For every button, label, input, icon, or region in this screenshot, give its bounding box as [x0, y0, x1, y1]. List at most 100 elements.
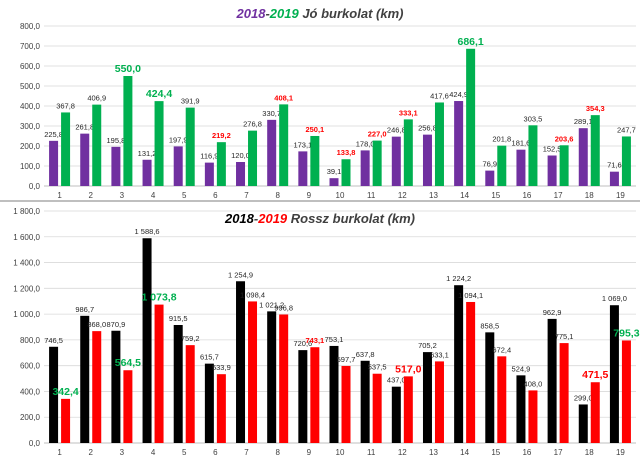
data-label: 686,1: [457, 36, 483, 48]
data-label: 195,8: [107, 136, 126, 145]
bar-series-1: [609, 305, 619, 443]
chart-panel-bad-roads: 2018-2019 Rossz burkolat (km) 0,0 200,0 400…: [0, 203, 640, 466]
data-label: 424,9: [449, 90, 468, 99]
data-label: 517,0: [395, 363, 421, 375]
y-tick-label: 800,0: [20, 336, 41, 345]
data-label: 181,6: [512, 139, 531, 148]
y-tick-label: 1 400,0: [13, 259, 40, 268]
bar-series-2: [559, 145, 569, 186]
data-label: 120,0: [231, 151, 250, 160]
x-tick-label: 5: [182, 448, 187, 457]
y-tick-label: 1 800,0: [13, 207, 40, 216]
bar-series-1: [578, 128, 588, 186]
y-tick-label: 300,0: [20, 122, 41, 131]
data-label: 870,9: [107, 320, 126, 329]
data-label: 256,8: [418, 124, 437, 133]
data-label: 1 224,2: [446, 274, 471, 283]
bar-series-2: [279, 104, 289, 186]
chart-title-part: 2019: [257, 211, 288, 226]
chart-title-part: -: [265, 6, 269, 21]
x-tick-label: 11: [367, 448, 376, 457]
y-tick-label: 0,0: [29, 439, 41, 448]
y-tick-label: 200,0: [20, 142, 41, 151]
data-label: 672,4: [492, 345, 511, 354]
data-label: 550,0: [115, 63, 141, 75]
data-label: 868,0: [87, 320, 106, 329]
data-label: 39,1: [327, 167, 342, 176]
x-tick-label: 16: [522, 191, 531, 200]
data-label: 1 073,8: [142, 292, 177, 304]
bar-series-2: [216, 142, 226, 186]
bar-series-1: [298, 151, 308, 186]
bar-series-1: [173, 146, 183, 186]
bar-series-1: [80, 133, 90, 186]
y-tick-label: 600,0: [20, 362, 41, 371]
data-label: 986,7: [75, 305, 94, 314]
y-tick-label: 1 600,0: [13, 233, 40, 242]
y-tick-label: 800,0: [20, 22, 41, 31]
bar-series-2: [621, 136, 631, 186]
data-label: 246,8: [387, 126, 406, 135]
data-label: 471,5: [582, 369, 608, 381]
bar-series-1: [547, 318, 557, 443]
data-label: 962,9: [543, 308, 562, 317]
bar-series-1: [236, 162, 246, 186]
data-label: 342,4: [52, 386, 78, 398]
bar-series-1: [142, 159, 152, 186]
data-label: 289,1: [574, 117, 593, 126]
bar-series-2: [621, 340, 631, 443]
y-tick-label: 100,0: [20, 162, 41, 171]
data-label: 524,9: [512, 364, 531, 373]
data-label: 417,6: [430, 91, 449, 100]
x-tick-label: 11: [367, 191, 376, 200]
bar-series-1: [298, 350, 308, 443]
x-tick-label: 10: [336, 448, 345, 457]
bar-series-1: [329, 178, 339, 186]
chart-title-part: -: [254, 211, 258, 226]
data-label: 564,5: [115, 357, 141, 369]
data-label: 1 069,0: [602, 294, 627, 303]
x-tick-label: 3: [120, 448, 125, 457]
x-tick-label: 7: [244, 191, 249, 200]
data-label: 227,0: [368, 130, 387, 139]
data-label: 533,9: [212, 363, 231, 372]
bar-series-1: [49, 346, 59, 443]
data-label: 131,2: [138, 149, 157, 158]
bar-series-2: [497, 356, 507, 443]
data-label: 720,6: [293, 339, 312, 348]
data-label: 133,8: [337, 148, 356, 157]
data-label: 203,6: [555, 134, 574, 143]
x-tick-label: 7: [244, 448, 249, 457]
bar-series-2: [92, 331, 102, 443]
bar-series-2: [497, 145, 507, 186]
x-tick-label: 9: [307, 448, 312, 457]
x-tick-label: 17: [554, 448, 563, 457]
data-label: 753,1: [325, 335, 344, 344]
bar-series-2: [123, 370, 133, 443]
data-label: 178,0: [356, 139, 375, 148]
x-tick-label: 19: [616, 191, 625, 200]
bar-series-2: [590, 382, 600, 443]
data-label: 795,3: [613, 327, 639, 339]
bar-series-1: [609, 171, 619, 186]
x-tick-label: 17: [554, 191, 563, 200]
data-label: 705,2: [418, 341, 437, 350]
bar-series-1: [578, 404, 588, 443]
data-label: 1 588,6: [135, 227, 160, 236]
data-label: 201,8: [492, 135, 511, 144]
data-label: 299,0: [574, 393, 593, 402]
bar-series-1: [111, 330, 121, 443]
bar-series-1: [329, 345, 339, 443]
x-tick-label: 4: [151, 448, 156, 457]
x-tick-label: 12: [398, 448, 407, 457]
bar-series-2: [341, 365, 351, 443]
x-tick-label: 18: [585, 191, 594, 200]
data-label: 152,5: [543, 145, 562, 154]
data-label: 746,5: [44, 336, 63, 345]
chart-title-part: 2018: [224, 211, 255, 226]
bar-series-1: [236, 281, 246, 443]
x-tick-label: 6: [213, 191, 218, 200]
chart-title-part: 2018: [236, 6, 267, 21]
data-label: 915,5: [169, 314, 188, 323]
chart-bad-roads: 2018-2019 Rossz burkolat (km) 0,0 200,0 400…: [13, 207, 639, 457]
